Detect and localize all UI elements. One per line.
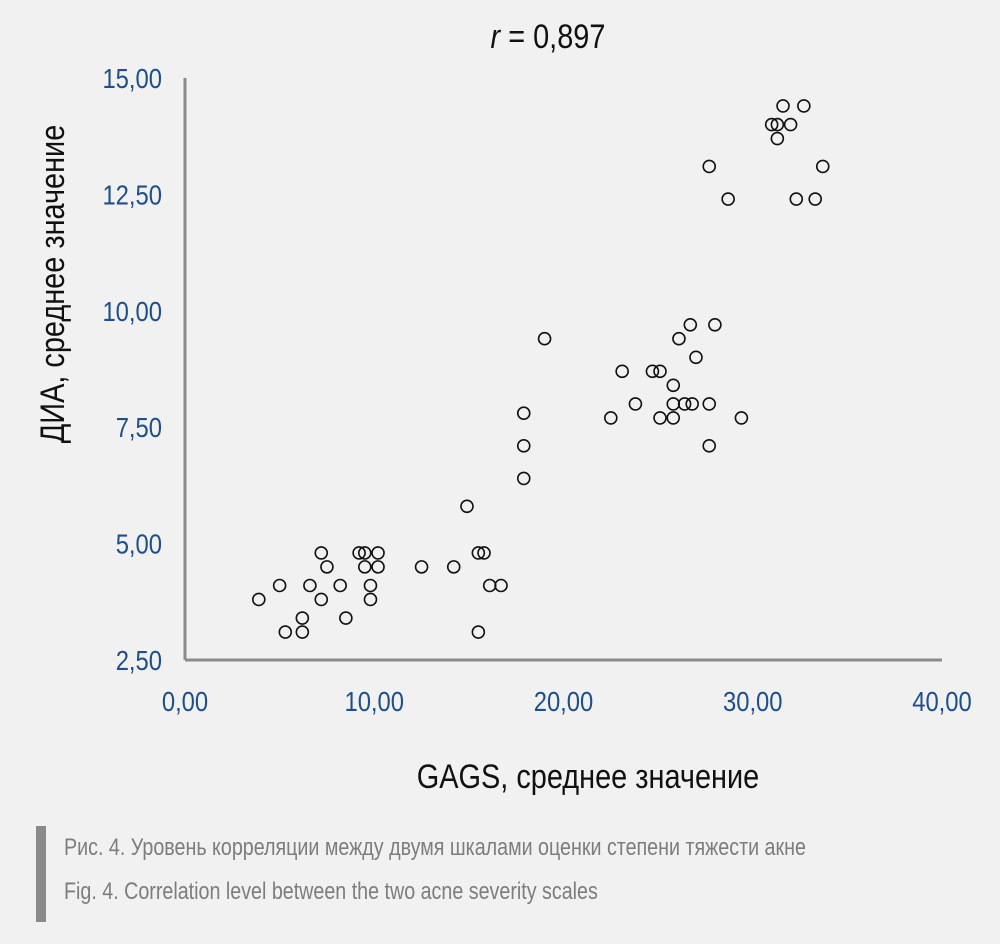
data-point	[494, 578, 508, 593]
x-tick-label: 30,00	[723, 685, 783, 717]
data-point	[708, 317, 722, 332]
data-point	[615, 364, 629, 379]
data-point	[295, 611, 310, 625]
caption-en: Fig. 4. Correlation level between the tw…	[64, 878, 598, 905]
scatter-chart: r = 0,897 2,50 5,00 7,50 10,00 12,50 15,00 0,…	[33, 17, 972, 796]
data-point	[702, 159, 717, 174]
data-point	[314, 592, 329, 607]
chart-title: r = 0,897	[491, 17, 606, 56]
data-point	[471, 625, 486, 639]
data-point	[797, 99, 811, 113]
data-point	[320, 560, 334, 574]
data-point	[482, 578, 497, 593]
data-points	[252, 99, 830, 639]
data-point	[446, 560, 461, 574]
data-point	[689, 350, 703, 365]
data-point	[272, 578, 287, 593]
data-point	[770, 131, 785, 146]
data-point	[516, 439, 531, 453]
data-point	[653, 364, 667, 379]
x-tick-label: 40,00	[912, 685, 972, 717]
data-point	[702, 439, 717, 453]
x-tick-label: 10,00	[344, 685, 404, 717]
data-point	[352, 546, 366, 560]
y-tick-label: 2,50	[116, 644, 162, 676]
data-point	[677, 397, 692, 411]
data-point	[516, 406, 531, 421]
data-point	[278, 625, 293, 639]
data-point	[314, 546, 329, 560]
caption-ru: Рис. 4. Уровень корреляции между двумя ш…	[64, 834, 806, 861]
y-tick-label: 7,50	[116, 411, 162, 443]
data-point	[628, 397, 643, 411]
y-tick-label: 10,00	[102, 295, 162, 327]
data-point	[764, 117, 779, 132]
data-point	[371, 546, 385, 560]
data-point	[477, 546, 491, 560]
data-point	[414, 560, 429, 574]
data-point	[339, 611, 353, 625]
data-point	[604, 411, 618, 425]
y-tick-label: 12,50	[102, 179, 162, 211]
data-point	[666, 411, 681, 425]
data-point	[303, 578, 317, 593]
data-point	[815, 159, 830, 174]
figure-caption: Рис. 4. Уровень корреляции между двумя ш…	[36, 826, 986, 922]
data-point	[721, 192, 735, 206]
data-point	[666, 397, 681, 411]
data-point	[460, 499, 474, 514]
y-axis-label: ДИА, среднее значение	[33, 125, 72, 444]
data-point	[471, 546, 486, 560]
data-point	[295, 625, 310, 639]
data-point	[516, 471, 531, 486]
data-point	[734, 411, 749, 425]
x-axis-label: GAGS, среднее значение	[417, 757, 759, 796]
data-point	[537, 331, 552, 346]
data-point	[685, 397, 699, 411]
data-point	[783, 117, 798, 132]
y-tick-label: 5,00	[116, 528, 162, 560]
data-point	[672, 331, 686, 346]
data-point	[252, 592, 266, 607]
data-point	[776, 99, 790, 113]
data-point	[357, 546, 372, 560]
x-axis-tick-labels: 0,00 10,00 20,00 30,00 40,00	[162, 685, 972, 717]
y-tick-label: 15,00	[102, 62, 162, 94]
x-tick-label: 20,00	[534, 685, 594, 717]
data-point	[363, 592, 378, 607]
data-point	[683, 317, 698, 332]
data-point	[357, 560, 372, 574]
data-point	[363, 578, 378, 593]
data-point	[789, 192, 804, 206]
data-point	[645, 364, 660, 379]
data-point	[371, 560, 385, 574]
data-point	[333, 578, 347, 593]
data-point	[770, 117, 785, 132]
data-point	[666, 378, 681, 393]
x-tick-label: 0,00	[162, 685, 208, 717]
data-point	[808, 192, 823, 206]
data-point	[702, 397, 717, 411]
y-axis-tick-labels: 2,50 5,00 7,50 10,00 12,50 15,00	[102, 62, 162, 676]
data-point	[653, 411, 667, 425]
